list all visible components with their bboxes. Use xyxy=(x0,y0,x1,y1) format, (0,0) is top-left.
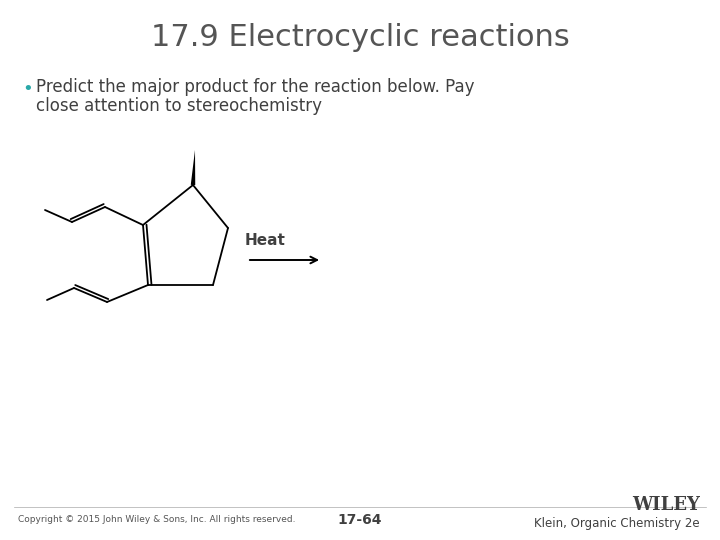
Text: •: • xyxy=(22,80,32,98)
Text: Copyright © 2015 John Wiley & Sons, Inc. All rights reserved.: Copyright © 2015 John Wiley & Sons, Inc.… xyxy=(18,516,295,524)
Text: close attention to stereochemistry: close attention to stereochemistry xyxy=(36,97,322,115)
Text: 17-64: 17-64 xyxy=(338,513,382,527)
Text: WILEY: WILEY xyxy=(632,496,700,514)
Text: 17.9 Electrocyclic reactions: 17.9 Electrocyclic reactions xyxy=(150,24,570,52)
Text: Predict the major product for the reaction below. Pay: Predict the major product for the reacti… xyxy=(36,78,474,96)
Text: Klein, Organic Chemistry 2e: Klein, Organic Chemistry 2e xyxy=(534,516,700,530)
Text: Heat: Heat xyxy=(245,233,285,248)
Polygon shape xyxy=(191,150,195,185)
